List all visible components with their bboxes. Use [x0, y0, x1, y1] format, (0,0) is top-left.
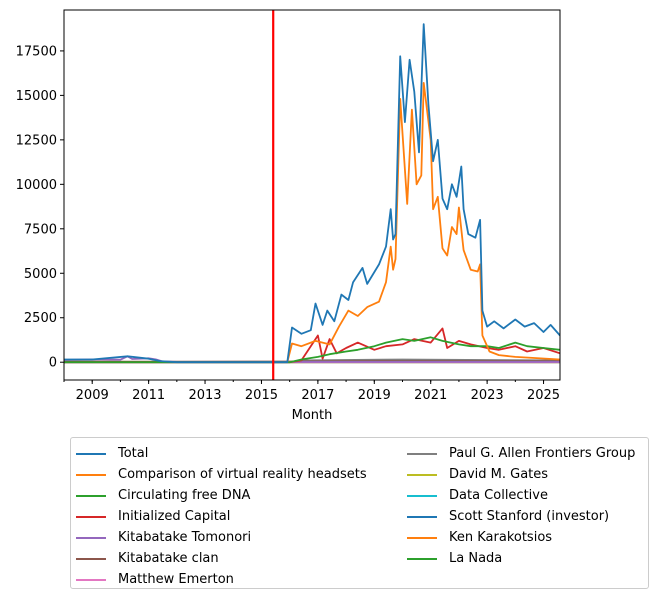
legend-swatch: [407, 536, 437, 539]
legend-item: David M. Gates: [407, 464, 635, 485]
series-line-2: [64, 336, 560, 364]
legend-column-right: Paul G. Allen Frontiers Group David M. Ga…: [407, 443, 635, 569]
legend-swatch: [76, 494, 106, 497]
legend-item: Kitabatake clan: [76, 548, 367, 569]
legend-swatch: [76, 515, 106, 518]
legend-item: Circulating free DNA: [76, 485, 367, 506]
y-tick-label: 12500: [16, 133, 57, 148]
y-tick-label: 7500: [24, 222, 57, 237]
legend-label: Matthew Emerton: [118, 572, 234, 587]
x-tick-label: 2013: [188, 388, 221, 403]
legend-label: Scott Stanford (investor): [449, 509, 610, 524]
y-tick-label: 17500: [16, 44, 57, 59]
legend-label: Kitabatake Tomonori: [118, 530, 252, 545]
x-tick-label: 2021: [414, 388, 447, 403]
y-tick-label: 5000: [24, 267, 57, 282]
legend-swatch: [407, 473, 437, 476]
legend-column-left: Total Comparison of virtual reality heads…: [76, 443, 367, 590]
y-tick-label: 0: [49, 356, 57, 371]
axes-frame: [63, 9, 561, 381]
x-tick-label: 2023: [471, 388, 504, 403]
legend-item: Matthew Emerton: [76, 569, 367, 590]
x-tick-label: 2025: [527, 388, 560, 403]
legend-label: Paul G. Allen Frontiers Group: [449, 446, 636, 461]
legend-label: Data Collective: [449, 488, 548, 503]
legend-item: Data Collective: [407, 485, 635, 506]
legend-label: Circulating free DNA: [118, 488, 251, 503]
legend-swatch: [76, 473, 106, 476]
series-line-3: [64, 327, 560, 364]
legend-label: Initialized Capital: [118, 509, 231, 524]
legend-label: Ken Karakotsios: [449, 530, 553, 545]
legend-swatch: [407, 515, 437, 518]
series-layer: [64, 23, 560, 364]
series-line-1: [286, 82, 560, 363]
legend-swatch: [76, 536, 106, 539]
legend-item: Ken Karakotsios: [407, 527, 635, 548]
x-tick-label: 2015: [245, 388, 278, 403]
legend-label: David M. Gates: [449, 467, 549, 482]
y-tick-label: 10000: [16, 178, 57, 193]
legend-item: Scott Stanford (investor): [407, 506, 635, 527]
legend: Total Comparison of virtual reality heads…: [70, 437, 649, 589]
legend-label: Comparison of virtual reality headsets: [118, 467, 367, 482]
y-tick-label: 2500: [24, 311, 57, 326]
legend-label: Total: [118, 446, 149, 461]
x-tick-label: 2009: [76, 388, 109, 403]
legend-swatch: [76, 578, 106, 581]
legend-item: Total: [76, 443, 367, 464]
y-tick-label: 15000: [16, 89, 57, 104]
x-tick-label: 2011: [132, 388, 165, 403]
legend-swatch: [76, 452, 106, 455]
x-tick-label: 2017: [301, 388, 334, 403]
legend-item: Paul G. Allen Frontiers Group: [407, 443, 635, 464]
series-line-0: [64, 23, 560, 364]
legend-swatch: [76, 557, 106, 560]
legend-swatch: [407, 557, 437, 560]
x-axis-label: Month: [292, 408, 333, 423]
x-tick-label: 2019: [358, 388, 391, 403]
legend-item: Initialized Capital: [76, 506, 367, 527]
legend-swatch: [407, 452, 437, 455]
legend-item: Kitabatake Tomonori: [76, 527, 367, 548]
legend-label: Kitabatake clan: [118, 551, 219, 566]
legend-item: La Nada: [407, 548, 635, 569]
ticks-layer: 2009 2011 2013 2015 2017 2019 2021 2023 2025 0 250…: [16, 44, 560, 403]
legend-label: La Nada: [449, 551, 503, 566]
legend-swatch: [407, 494, 437, 497]
legend-item: Comparison of virtual reality headsets: [76, 464, 367, 485]
